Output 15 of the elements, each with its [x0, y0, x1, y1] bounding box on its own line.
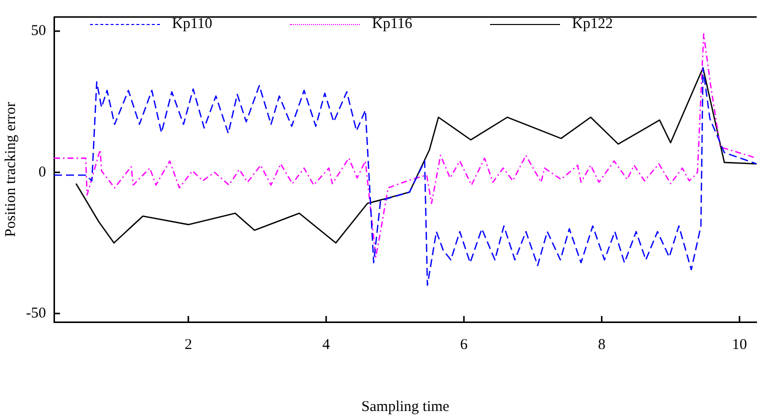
x-tick-label: 2	[184, 336, 192, 353]
x-tick-label: 8	[598, 336, 606, 353]
legend-label: Kp122	[572, 16, 613, 33]
x-axis-title: Sampling time	[361, 398, 450, 415]
x-tick-label: 10	[732, 336, 747, 353]
x-tick-label: 4	[322, 336, 330, 353]
y-tick-label: 0	[38, 164, 46, 180]
y-tick-label: 50	[31, 23, 46, 40]
y-tick-label: -50	[26, 305, 46, 322]
legend-label: Kp116	[372, 16, 412, 33]
line-series	[54, 67, 757, 286]
x-tick-label: 6	[460, 336, 468, 353]
line-series	[54, 33, 757, 258]
y-axis-title: Position tracking error	[2, 102, 19, 237]
legend-label: Kp110	[172, 16, 212, 33]
